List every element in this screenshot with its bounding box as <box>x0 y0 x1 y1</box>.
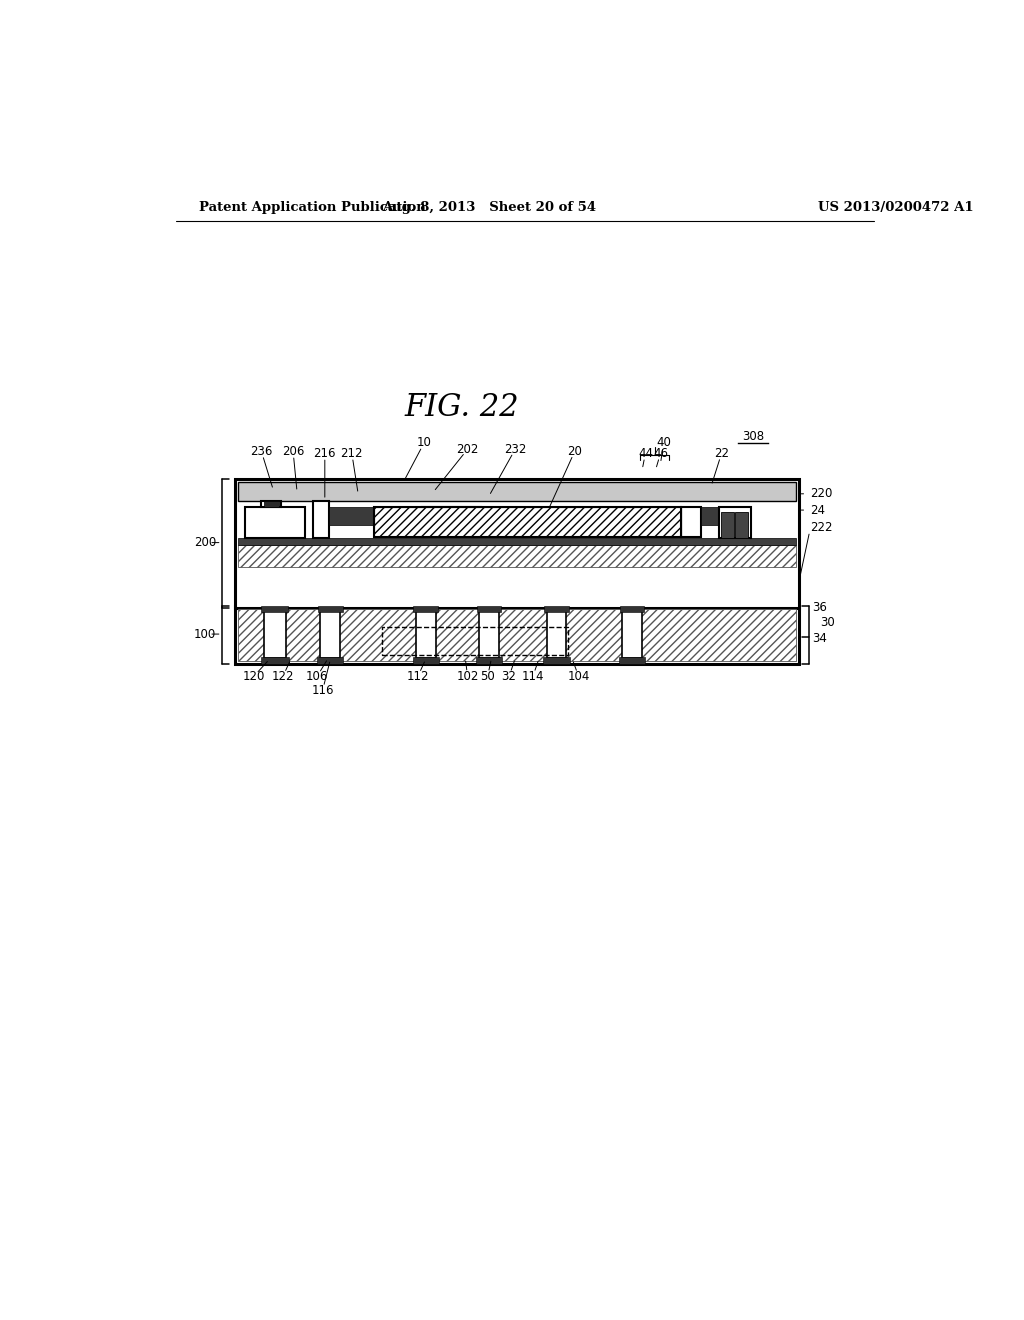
Bar <box>236 479 799 607</box>
Text: 200: 200 <box>194 536 216 549</box>
Bar <box>547 607 566 659</box>
Bar <box>317 657 343 664</box>
Text: 34: 34 <box>812 632 827 644</box>
Text: 220: 220 <box>811 487 833 500</box>
Text: 50: 50 <box>480 671 495 684</box>
Text: 44: 44 <box>638 446 653 459</box>
Bar <box>246 507 305 537</box>
Text: 212: 212 <box>341 446 364 459</box>
Text: 116: 116 <box>311 685 334 697</box>
Bar <box>238 537 797 545</box>
Bar <box>479 607 499 659</box>
Text: 202: 202 <box>457 442 479 455</box>
Bar <box>618 657 645 664</box>
Bar <box>414 606 438 611</box>
Bar <box>264 607 286 659</box>
Bar <box>318 606 343 611</box>
Text: 114: 114 <box>521 671 544 684</box>
Text: 46: 46 <box>653 446 668 459</box>
Bar <box>382 627 568 656</box>
Text: Patent Application Publication: Patent Application Publication <box>200 201 426 214</box>
Text: 30: 30 <box>820 616 835 630</box>
Bar <box>261 606 289 611</box>
Bar <box>238 482 797 500</box>
Text: 232: 232 <box>504 442 526 455</box>
Text: 222: 222 <box>811 521 833 533</box>
Text: 206: 206 <box>282 445 304 458</box>
Bar <box>260 657 289 664</box>
Text: 24: 24 <box>811 503 825 516</box>
Bar <box>735 512 748 537</box>
Text: 106: 106 <box>306 671 328 684</box>
Bar <box>238 482 797 605</box>
Bar <box>701 507 751 525</box>
Bar <box>719 507 751 537</box>
Text: 20: 20 <box>567 445 583 458</box>
Text: 122: 122 <box>271 671 294 684</box>
Text: 308: 308 <box>742 430 765 444</box>
Text: FIG. 22: FIG. 22 <box>404 392 518 422</box>
Bar <box>329 507 422 525</box>
Bar <box>416 607 435 659</box>
Text: 36: 36 <box>812 601 827 614</box>
Text: 112: 112 <box>407 671 429 684</box>
Text: 32: 32 <box>502 671 516 684</box>
Bar <box>264 500 279 507</box>
Bar <box>238 545 797 568</box>
Bar <box>477 606 502 611</box>
Text: 22: 22 <box>714 446 729 459</box>
Bar <box>236 606 799 664</box>
Bar <box>321 607 340 659</box>
Bar <box>413 657 438 664</box>
Text: 236: 236 <box>250 445 272 458</box>
Text: Aug. 8, 2013   Sheet 20 of 54: Aug. 8, 2013 Sheet 20 of 54 <box>382 201 596 214</box>
Bar <box>374 507 681 536</box>
Text: 216: 216 <box>313 446 336 459</box>
Text: US 2013/0200472 A1: US 2013/0200472 A1 <box>818 201 974 214</box>
Bar <box>721 512 733 537</box>
Text: 40: 40 <box>656 437 671 450</box>
Bar <box>238 609 797 660</box>
Bar <box>544 657 569 664</box>
Bar <box>313 500 329 537</box>
Text: 120: 120 <box>243 671 264 684</box>
Text: 10: 10 <box>417 437 431 450</box>
Text: 104: 104 <box>567 671 590 684</box>
Bar <box>476 657 502 664</box>
Bar <box>544 606 569 611</box>
Bar <box>422 507 481 535</box>
Bar <box>620 606 644 611</box>
Bar <box>374 507 681 536</box>
Text: 100: 100 <box>194 627 216 640</box>
Bar <box>681 507 701 536</box>
Bar <box>261 500 282 507</box>
Bar <box>622 607 642 659</box>
Text: 102: 102 <box>457 671 479 684</box>
